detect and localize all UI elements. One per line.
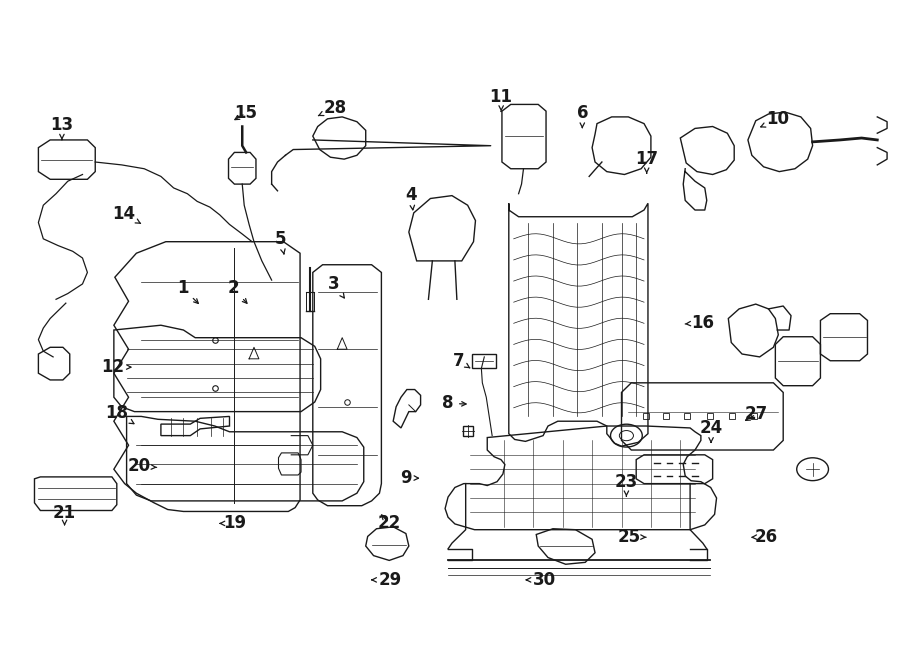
Text: 7: 7 bbox=[453, 352, 470, 370]
Text: 6: 6 bbox=[577, 104, 588, 128]
Text: 27: 27 bbox=[744, 405, 768, 423]
Text: 15: 15 bbox=[234, 104, 256, 122]
Text: 9: 9 bbox=[400, 469, 418, 486]
Text: 26: 26 bbox=[752, 527, 778, 546]
Text: 18: 18 bbox=[105, 404, 134, 424]
Text: 4: 4 bbox=[405, 186, 417, 210]
Text: 25: 25 bbox=[617, 527, 646, 546]
Text: 11: 11 bbox=[490, 88, 513, 112]
Text: 8: 8 bbox=[443, 395, 466, 412]
Text: 5: 5 bbox=[274, 230, 286, 254]
Text: 20: 20 bbox=[128, 457, 157, 475]
Text: 1: 1 bbox=[177, 279, 198, 303]
Text: 28: 28 bbox=[319, 98, 346, 117]
Text: 14: 14 bbox=[112, 205, 140, 223]
Text: 30: 30 bbox=[526, 571, 556, 589]
Text: 23: 23 bbox=[615, 473, 638, 496]
Text: 13: 13 bbox=[50, 116, 74, 139]
Text: 22: 22 bbox=[377, 514, 400, 531]
Text: 2: 2 bbox=[227, 279, 247, 303]
Text: 17: 17 bbox=[635, 149, 658, 173]
Text: 19: 19 bbox=[220, 514, 247, 532]
Text: 10: 10 bbox=[760, 110, 789, 128]
Text: 24: 24 bbox=[699, 418, 723, 442]
Text: 29: 29 bbox=[372, 571, 401, 589]
Text: 16: 16 bbox=[685, 314, 714, 332]
Text: 12: 12 bbox=[102, 358, 131, 375]
Text: 3: 3 bbox=[328, 274, 345, 298]
Text: 21: 21 bbox=[53, 504, 76, 525]
